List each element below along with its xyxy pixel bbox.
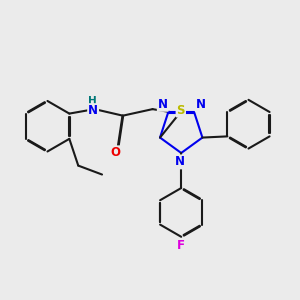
Text: N: N <box>158 98 168 111</box>
Text: N: N <box>88 104 98 117</box>
Text: N: N <box>175 155 185 168</box>
Text: H: H <box>88 96 97 106</box>
Text: S: S <box>176 103 185 116</box>
Text: F: F <box>177 239 185 252</box>
Text: O: O <box>110 146 120 159</box>
Text: N: N <box>196 98 206 111</box>
